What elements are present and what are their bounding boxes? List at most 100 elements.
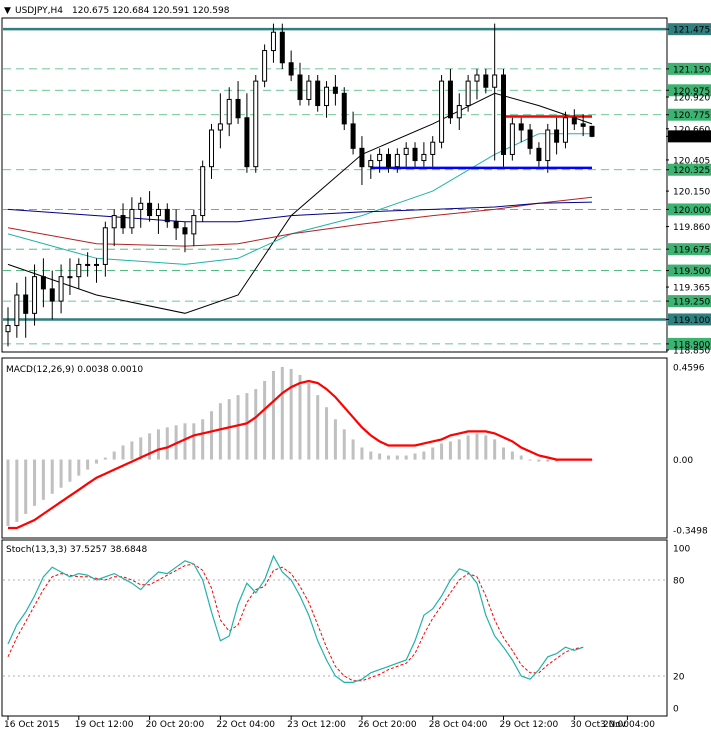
stoch-tick-label: 0 bbox=[673, 705, 679, 715]
price-tick-label: 120.150 bbox=[673, 188, 710, 198]
time-tick-label: 29 Oct 12:00 bbox=[500, 720, 559, 730]
candle-body bbox=[475, 75, 479, 81]
macd-histogram-bar bbox=[405, 456, 408, 460]
candle-body bbox=[41, 277, 45, 289]
candle-body bbox=[316, 81, 320, 105]
stoch-tick-label: 80 bbox=[673, 577, 685, 587]
macd-histogram-bar bbox=[263, 381, 266, 460]
macd-histogram-bar bbox=[290, 369, 293, 460]
candle-body bbox=[50, 289, 54, 301]
macd-histogram-bar bbox=[343, 429, 346, 459]
price-tick-label: 120.920 bbox=[673, 94, 710, 104]
candle-body bbox=[537, 148, 541, 160]
macd-histogram-bar bbox=[113, 452, 116, 460]
macd-histogram-bar bbox=[360, 447, 363, 459]
price-tick-label: 120.775 bbox=[673, 111, 710, 121]
macd-histogram-bar bbox=[24, 460, 27, 514]
candle-body bbox=[519, 124, 523, 130]
time-tick-label: 3 Nov 04:00 bbox=[600, 720, 655, 730]
stoch-tick-label: 100 bbox=[673, 545, 690, 555]
candle-body bbox=[103, 228, 107, 265]
time-tick-label: 23 Oct 12:00 bbox=[287, 720, 346, 730]
candle-body bbox=[227, 99, 231, 123]
candle-body bbox=[563, 118, 567, 142]
macd-tick-label: 0.00 bbox=[673, 456, 693, 466]
price-tick-label: 119.500 bbox=[673, 267, 710, 277]
macd-histogram-bar bbox=[245, 393, 248, 459]
macd-histogram-bar bbox=[237, 395, 240, 459]
macd-histogram-bar bbox=[475, 433, 478, 459]
macd-histogram-bar bbox=[414, 454, 417, 460]
candle-body bbox=[466, 81, 470, 105]
price-tick-label: 119.365 bbox=[673, 284, 710, 294]
candle-body bbox=[68, 277, 72, 278]
candle-body bbox=[174, 222, 178, 228]
macd-histogram-bar bbox=[60, 460, 63, 488]
candle-body bbox=[440, 81, 444, 142]
time-tick-label: 20 Oct 20:00 bbox=[146, 720, 205, 730]
candle-body bbox=[59, 277, 63, 301]
candle-body bbox=[210, 130, 214, 167]
candle-body bbox=[201, 167, 205, 216]
menu-arrow-icon[interactable]: ▼ bbox=[4, 6, 11, 16]
candle-body bbox=[555, 130, 559, 142]
macd-histogram-bar bbox=[95, 460, 98, 464]
price-tick-label: 119.860 bbox=[673, 223, 710, 233]
candle-body bbox=[130, 209, 134, 227]
price-tick-label: 120.325 bbox=[673, 166, 710, 176]
macd-histogram-bar bbox=[467, 435, 470, 459]
candle-body bbox=[333, 87, 337, 93]
price-tick-label: 121.150 bbox=[673, 65, 710, 75]
candle-body bbox=[254, 81, 258, 167]
macd-label: MACD(12,26,9) 0.0038 0.0010 bbox=[6, 365, 143, 375]
macd-histogram-bar bbox=[86, 460, 89, 470]
candle-body bbox=[6, 326, 10, 332]
candle-body bbox=[395, 154, 399, 166]
macd-histogram-bar bbox=[458, 439, 461, 459]
macd-histogram-bar bbox=[157, 429, 160, 459]
macd-histogram-bar bbox=[33, 460, 36, 506]
macd-histogram-bar bbox=[396, 456, 399, 460]
stoch-label: Stoch(13,3,3) 37.5257 38.6848 bbox=[6, 545, 147, 555]
candle-body bbox=[121, 216, 125, 228]
price-tick-label: 120.598 bbox=[673, 133, 710, 143]
macd-histogram-bar bbox=[51, 460, 54, 494]
candle-body bbox=[94, 264, 98, 265]
candle-body bbox=[33, 277, 37, 314]
candle-body bbox=[280, 32, 284, 63]
candle-body bbox=[351, 124, 355, 148]
macd-histogram-bar bbox=[325, 407, 328, 459]
macd-histogram-bar bbox=[502, 447, 505, 459]
time-tick-label: 19 Oct 12:00 bbox=[75, 720, 134, 730]
candle-body bbox=[546, 130, 550, 161]
candle-body bbox=[183, 228, 187, 234]
candle-body bbox=[298, 75, 302, 99]
stoch-tick-label: 20 bbox=[673, 673, 685, 683]
macd-histogram-bar bbox=[7, 460, 10, 526]
symbol-title: USDJPY,H4 bbox=[15, 6, 63, 16]
macd-histogram-bar bbox=[77, 460, 80, 476]
candle-body bbox=[448, 81, 452, 118]
macd-histogram-bar bbox=[449, 441, 452, 459]
candle-body bbox=[139, 203, 143, 209]
macd-histogram-bar bbox=[387, 456, 390, 460]
macd-histogram-bar bbox=[369, 452, 372, 460]
candle-body bbox=[422, 154, 426, 160]
candle-body bbox=[360, 148, 364, 166]
macd-histogram-bar bbox=[378, 454, 381, 460]
macd-histogram-bar bbox=[316, 395, 319, 459]
time-tick-label: 22 Oct 04:00 bbox=[216, 720, 275, 730]
candle-body bbox=[378, 154, 382, 160]
candle-body bbox=[192, 216, 196, 234]
candle-body bbox=[484, 75, 488, 87]
macd-histogram-bar bbox=[210, 411, 213, 459]
candle-body bbox=[148, 203, 152, 215]
candle-body bbox=[165, 209, 169, 221]
candle-body bbox=[457, 106, 461, 118]
candle-body bbox=[386, 154, 390, 166]
candle-body bbox=[289, 63, 293, 75]
time-tick-label: 16 Oct 2015 bbox=[4, 720, 60, 730]
macd-histogram-bar bbox=[68, 460, 71, 482]
macd-tick-label: -0.3498 bbox=[673, 527, 708, 537]
